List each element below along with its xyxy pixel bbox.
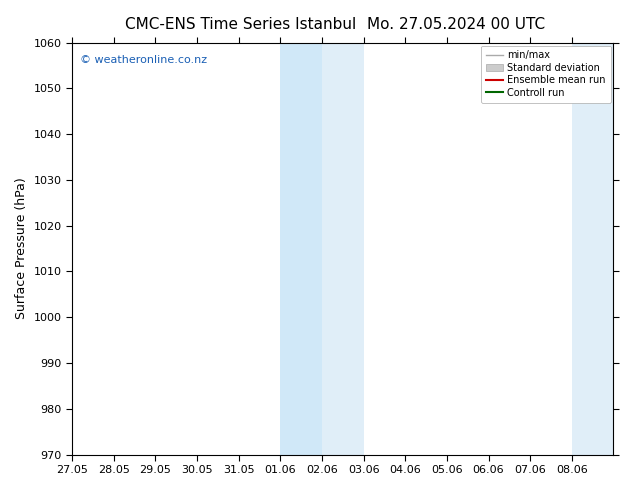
Text: Mo. 27.05.2024 00 UTC: Mo. 27.05.2024 00 UTC: [368, 17, 545, 32]
Text: © weatheronline.co.nz: © weatheronline.co.nz: [81, 55, 207, 65]
Bar: [572, 43, 614, 455]
Text: CMC-ENS Time Series Istanbul: CMC-ENS Time Series Istanbul: [126, 17, 356, 32]
Bar: [280, 43, 322, 455]
Legend: min/max, Standard deviation, Ensemble mean run, Controll run: min/max, Standard deviation, Ensemble me…: [481, 46, 611, 102]
Bar: [322, 43, 363, 455]
Y-axis label: Surface Pressure (hPa): Surface Pressure (hPa): [15, 178, 28, 319]
